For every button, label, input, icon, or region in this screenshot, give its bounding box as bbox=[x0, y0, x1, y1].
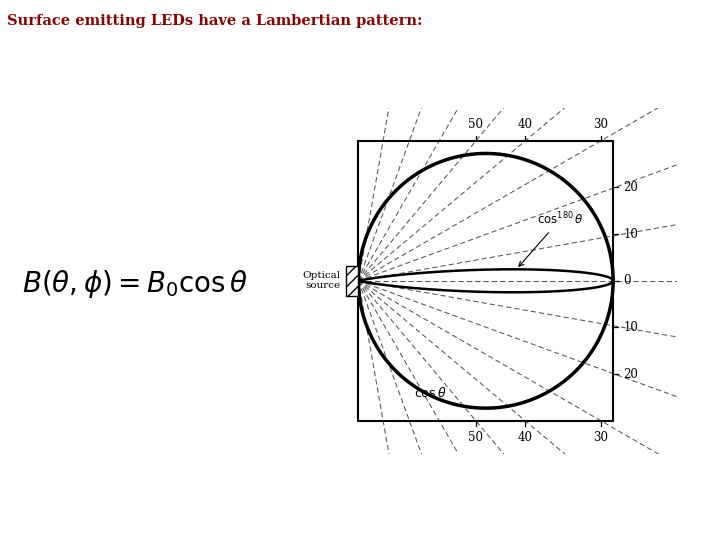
Text: 40: 40 bbox=[518, 431, 533, 444]
Text: Optical
source: Optical source bbox=[302, 271, 341, 291]
Text: 0: 0 bbox=[624, 274, 631, 287]
Text: $\cos\theta$: $\cos\theta$ bbox=[415, 386, 447, 400]
Text: 30: 30 bbox=[593, 431, 608, 444]
Text: $B(\theta, \phi) = B_0 \cos\theta$: $B(\theta, \phi) = B_0 \cos\theta$ bbox=[22, 267, 248, 300]
Text: 50: 50 bbox=[469, 118, 483, 131]
Bar bbox=[359, 141, 613, 421]
Text: 20: 20 bbox=[624, 368, 638, 381]
Text: 10: 10 bbox=[624, 321, 638, 334]
Text: 30: 30 bbox=[593, 118, 608, 131]
Text: 40: 40 bbox=[518, 118, 533, 131]
Text: 50: 50 bbox=[469, 431, 483, 444]
Text: Surface emitting LEDs have a Lambertian pattern:: Surface emitting LEDs have a Lambertian … bbox=[7, 14, 423, 28]
Text: 20: 20 bbox=[624, 181, 638, 194]
Text: 10: 10 bbox=[624, 227, 638, 241]
Bar bbox=[346, 266, 359, 296]
Text: $\cos^{180}\theta$: $\cos^{180}\theta$ bbox=[519, 211, 583, 266]
